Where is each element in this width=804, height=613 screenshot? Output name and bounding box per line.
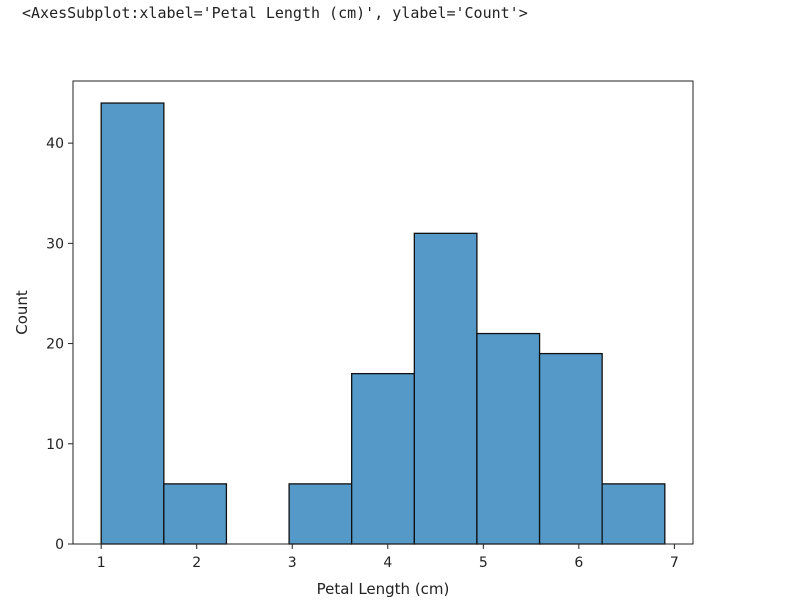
x-tick-label: 6 (574, 555, 583, 571)
x-tick-label: 7 (670, 555, 679, 571)
histogram-bar (476, 332, 541, 545)
x-tick-label: 5 (479, 555, 488, 571)
histogram-bar (100, 102, 165, 545)
plot-frame (72, 80, 694, 545)
histogram-bars (100, 102, 666, 545)
y-tick-label: 20 (46, 337, 64, 353)
y-axis-label: Count (13, 290, 31, 335)
y-tick-label: 40 (46, 136, 64, 152)
x-tick-label: 1 (97, 555, 106, 571)
histogram-bar (538, 352, 603, 545)
x-tick-label: 2 (192, 555, 201, 571)
x-axis-label: Petal Length (cm) (317, 580, 450, 598)
y-tick-label: 0 (55, 537, 64, 553)
histogram-bar (413, 232, 478, 545)
y-axis-ticks: 0 10 20 30 40 (46, 136, 73, 553)
y-tick-label: 30 (46, 236, 64, 252)
output-repr-text: <AxesSubplot:xlabel='Petal Length (cm)',… (22, 4, 528, 22)
histogram-bar (601, 483, 666, 545)
x-tick-label: 4 (383, 555, 392, 571)
histogram-bar (288, 483, 353, 545)
x-tick-label: 3 (288, 555, 297, 571)
x-axis-ticks: 1 2 3 4 5 6 7 (97, 544, 679, 571)
y-tick-label: 10 (46, 437, 64, 453)
histogram-bar (163, 483, 228, 545)
histogram-bar (351, 372, 415, 545)
